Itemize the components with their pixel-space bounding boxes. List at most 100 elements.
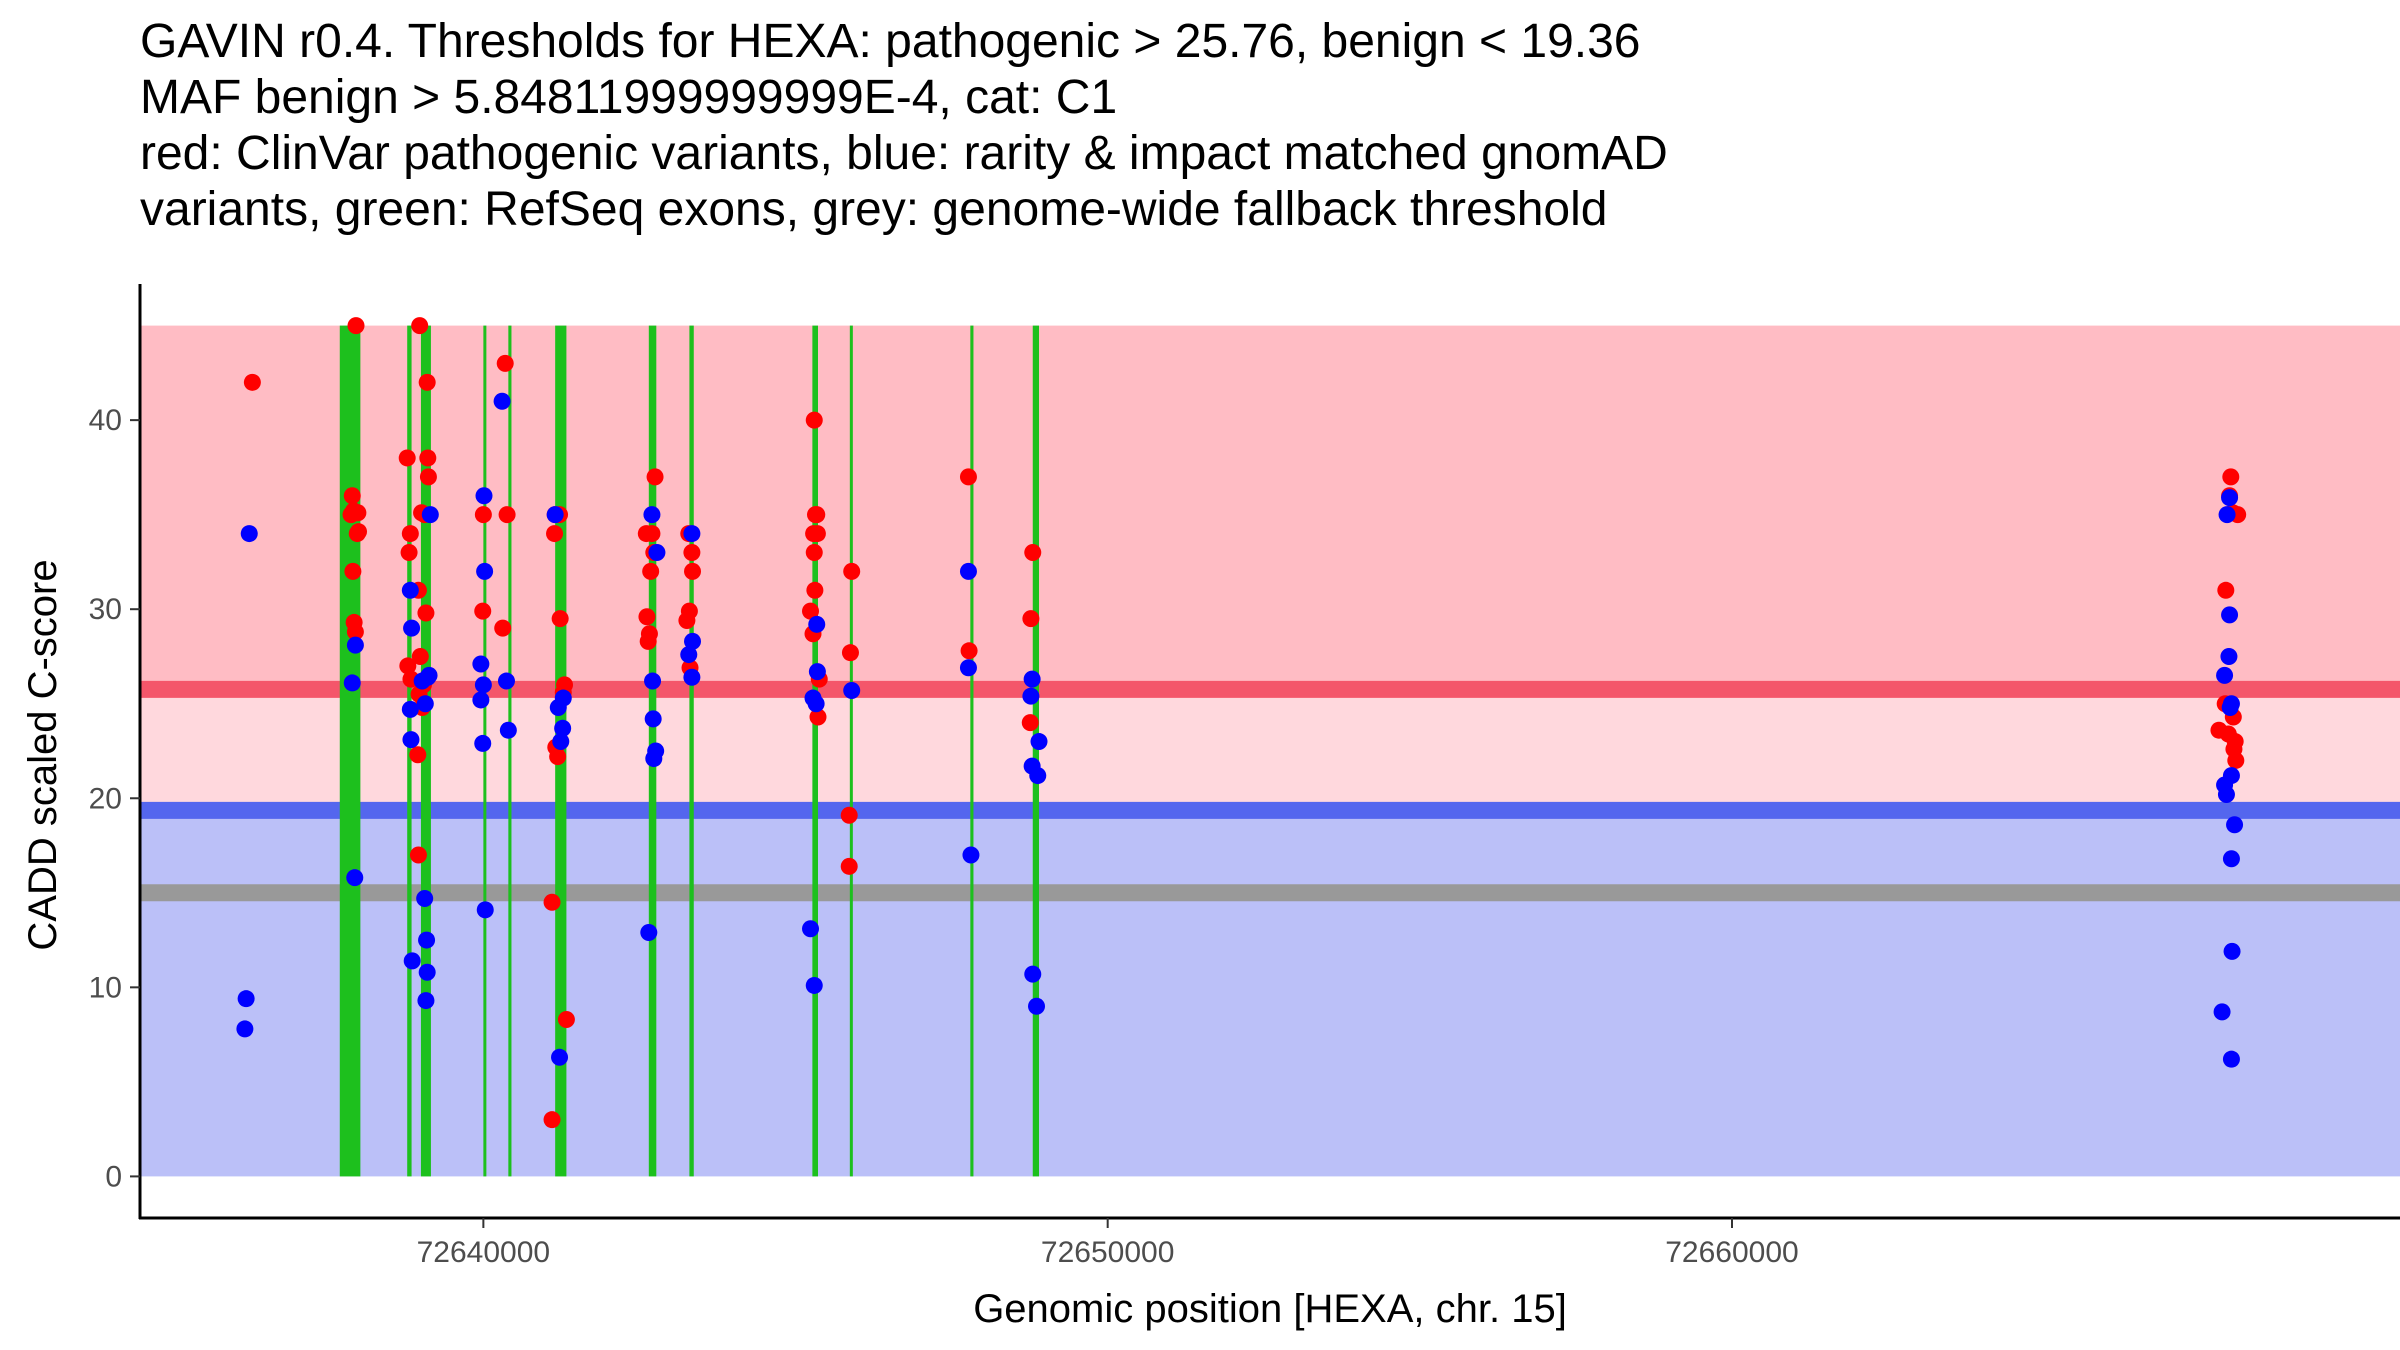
clinvar-point [496,354,514,372]
x-tick-label: 72650000 [1041,1236,1174,1269]
clinvar-point [494,619,512,637]
clinvar-point [342,506,360,524]
axes: 0 10 20 30 40 72640000 72650000 72660000 [89,284,2400,1269]
clinvar-point [411,317,429,335]
clinvar-point [400,543,418,561]
gnomad-point [648,543,666,561]
gnomad-point [959,562,977,580]
gnomad-point [552,733,570,751]
gnomad-point [2222,1050,2240,1068]
clinvar-point [398,449,416,467]
gnomad-point [497,672,515,690]
threshold-regions [140,325,2400,1177]
gnomad-point [2213,1003,2231,1021]
clinvar-point [1021,714,1039,732]
gnomad-point [645,750,663,768]
gnomad-point [403,952,421,970]
y-tick-label: 10 [89,971,122,1004]
clinvar-point [474,602,492,620]
clinvar-point [557,1010,575,1028]
clinvar-point [683,543,701,561]
clinvar-point [639,632,657,650]
clinvar-point [411,647,429,665]
clinvar-point [343,487,361,505]
gnomad-point [549,699,567,717]
gnomad-point [644,672,662,690]
gnomad-point [1024,965,1042,983]
gnomad-point [236,1020,254,1038]
exon-bar [508,325,512,1177]
gnomad-point [551,1048,569,1066]
gnomad-point [1029,767,1047,785]
clinvar-point [401,525,419,543]
title-line-4: variants, green: RefSeq exons, grey: gen… [140,183,1608,236]
clinvar-point [348,525,366,543]
gnomad-point [416,889,434,907]
gnomad-point [413,672,431,690]
gnomad-point [2223,942,2241,960]
gnomad-point [683,668,701,686]
gnomad-point [640,924,658,942]
clinvar-point [399,657,417,675]
gnomad-point [418,963,436,981]
region-pathogenic [140,325,2400,690]
region-benign [140,810,2400,1177]
clinvar-point [843,562,861,580]
x-tick-label: 72660000 [1665,1236,1798,1269]
gnomad-point [474,734,492,752]
gnomad-point [475,487,493,505]
exon-bar [339,325,361,1177]
clinvar-point [646,468,664,486]
gnomad-point [402,731,420,749]
threshold-lines [140,680,2400,902]
clinvar-point [805,543,823,561]
clinvar-point [808,525,826,543]
gnomad-point [843,681,861,699]
gnomad-point [683,525,701,543]
clinvar-point [808,506,826,524]
clinvar-point [841,644,859,662]
gnomad-point [684,632,702,650]
exon-bar [407,325,412,1177]
clinvar-point [2222,468,2240,486]
clinvar-point [643,525,661,543]
x-tick-label: 72640000 [417,1236,550,1269]
gnomad-point [546,506,564,524]
gnomad-point [1023,670,1041,688]
gnomad-point [472,691,490,709]
clinvar-point [543,1111,561,1129]
clinvar-point [417,604,435,622]
clinvar-point [805,411,823,429]
gnomad-point [416,695,434,713]
gnomad-point [959,659,977,677]
gnomad-point [2218,506,2236,524]
gnomad-point [418,931,436,949]
clinvar-point [638,608,656,626]
clinvar-point [960,642,978,660]
gnomad-point [472,655,490,673]
chart-title: GAVIN r0.4. Thresholds for HEXA: pathoge… [140,14,2340,238]
gnomad-point [403,619,421,637]
gnomad-point [346,869,364,887]
clinvar-point [419,449,437,467]
clinvar-point [642,562,660,580]
gnomad-point [2226,816,2244,834]
gnomad-point [2217,785,2235,803]
gnomad-point [802,920,820,938]
gnomad-point [1030,733,1048,751]
gnomad-point [2222,850,2240,868]
y-tick-label: 20 [89,782,122,815]
clinvar-point [2217,581,2235,599]
title-line-1: GAVIN r0.4. Thresholds for HEXA: pathoge… [140,15,1641,68]
gnomad-point [401,700,419,718]
exon-bar [1032,325,1040,1177]
clinvar-point [806,581,824,599]
y-tick-label: 40 [89,404,122,437]
x-axis-title: Genomic position [HEXA, chr. 15] [973,1287,1567,1331]
gnomad-point [240,525,258,543]
clinvar-point [546,525,564,543]
clinvar-point [802,602,820,620]
title-line-3: red: ClinVar pathogenic variants, blue: … [140,127,1668,180]
exon-bar [849,325,853,1177]
exon-bar [970,325,974,1177]
